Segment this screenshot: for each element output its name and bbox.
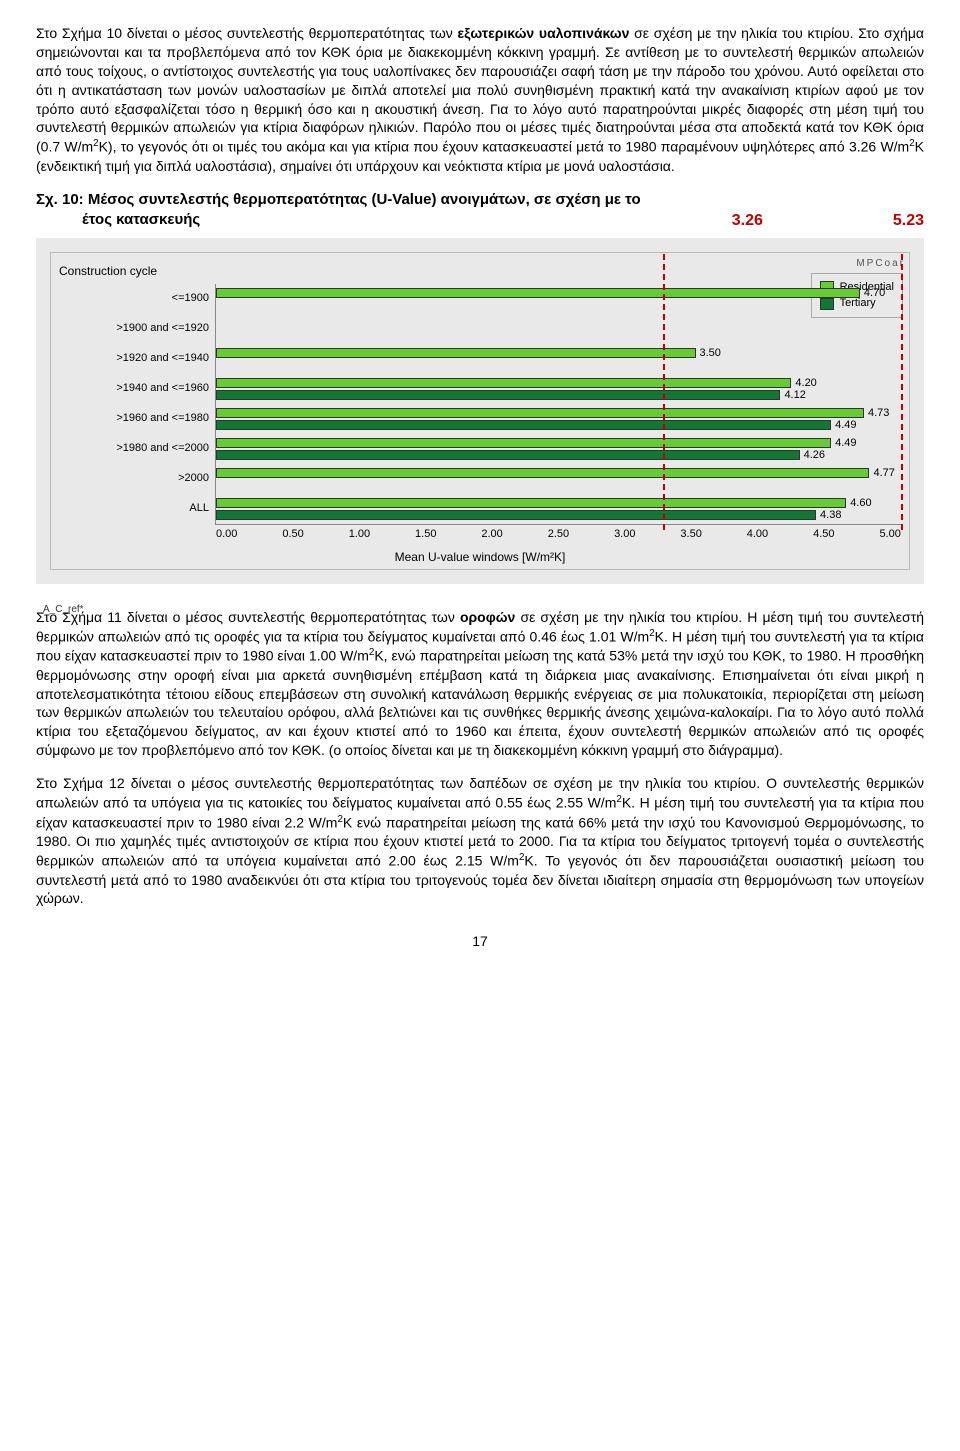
plot-area: 0.000.501.001.502.002.503.003.504.004.50… <box>215 284 901 525</box>
bar-row <box>216 314 901 344</box>
p2-e: K, ενώ παρατηρείται μείωση της κατά 53% … <box>36 648 924 758</box>
y-label: >1960 and <=1980 <box>59 404 209 434</box>
y-label: >1980 and <=2000 <box>59 434 209 464</box>
p2-bold: οροφών <box>460 609 515 625</box>
paragraph-3: Στο Σχήμα 12 δίνεται ο μέσος συντελεστής… <box>36 774 924 908</box>
bar-tertiary <box>216 510 816 520</box>
mpc-label: MPCoar <box>856 257 905 271</box>
x-axis: 0.00 0.50 1.00 1.50 2.00 2.50 3.00 3.50 4.00 4.50… <box>216 527 901 542</box>
chart-title-row: έτος κατασκευής 3.26 5.23 <box>36 210 924 232</box>
construction-cycle-label: Construction cycle <box>59 264 157 278</box>
bar-residential <box>216 348 696 358</box>
bar-row: 4.60 4.38 <box>216 494 901 524</box>
x-tick: 4.00 <box>747 527 768 542</box>
bar-row: 4.70 <box>216 284 901 314</box>
bar-row: 3.50 <box>216 344 901 374</box>
chart-annotation-1: 3.26 <box>732 210 763 232</box>
bar-tertiary <box>216 420 831 430</box>
x-tick: 5.00 <box>879 527 900 542</box>
x-tick: 0.50 <box>282 527 303 542</box>
x-tick: 3.00 <box>614 527 635 542</box>
chart-footnote: A_C_ref* <box>43 603 84 617</box>
x-tick: 0.00 <box>216 527 237 542</box>
value-label: 3.50 <box>700 346 721 361</box>
bar-residential <box>216 468 869 478</box>
x-tick: 2.50 <box>548 527 569 542</box>
value-label: 4.73 <box>868 406 889 421</box>
x-tick: 2.00 <box>481 527 502 542</box>
value-label: 4.60 <box>850 496 871 511</box>
chart-title-line2: έτος κατασκευής <box>36 210 200 232</box>
page-number: 17 <box>36 932 924 951</box>
bar-row: 4.49 4.26 <box>216 434 901 464</box>
bar-residential <box>216 498 846 508</box>
x-tick: 3.50 <box>680 527 701 542</box>
chart-body: <=1900>1900 and <=1920>1920 and <=1940>1… <box>59 284 901 525</box>
bar-row: 4.204.12 <box>216 374 901 404</box>
paragraph-1: Στο Σχήμα 10 δίνεται ο μέσος συντελεστής… <box>36 24 924 176</box>
chart-title-line1: Σχ. 10: Μέσος συντελεστής θερμοπερατότητ… <box>36 190 924 210</box>
bar-residential <box>216 408 864 418</box>
bar-tertiary <box>216 390 780 400</box>
reference-line <box>663 254 665 530</box>
y-label: <=1900 <box>59 284 209 314</box>
value-label: 4.77 <box>873 466 894 481</box>
p1-c: σε σχέση με την ηλικία του κτιρίου. Στο … <box>36 25 924 155</box>
value-label: 4.12 <box>784 388 805 403</box>
y-label: >2000 <box>59 464 209 494</box>
value-label: 4.38 <box>820 508 841 523</box>
p1-d: K), το γεγονός ότι οι τιμές του ακόμα κα… <box>99 139 910 155</box>
x-tick: 4.50 <box>813 527 834 542</box>
bar-row: 4.73 4.49 <box>216 404 901 434</box>
y-labels: <=1900>1900 and <=1920>1920 and <=1940>1… <box>59 284 215 525</box>
value-label: 4.70 <box>864 286 885 301</box>
value-label: 4.49 <box>835 436 856 451</box>
p1-a: Στο Σχήμα 10 δίνεται ο μέσος συντελεστής… <box>36 25 458 41</box>
bar-row: 4.77 <box>216 464 901 494</box>
bar-tertiary <box>216 450 800 460</box>
bar-residential <box>216 378 791 388</box>
p2-a: Στο Σχήμα 11 δίνεται ο μέσος συντελεστής… <box>36 609 460 625</box>
y-label: >1940 and <=1960 <box>59 374 209 404</box>
paragraph-2: Στο Σχήμα 11 δίνεται ο μέσος συντελεστής… <box>36 608 924 760</box>
value-label: 4.49 <box>835 418 856 433</box>
bar-residential <box>216 438 831 448</box>
value-label: 4.26 <box>804 448 825 463</box>
chart-container: Construction cycle MPCoar Residential Te… <box>36 238 924 584</box>
x-caption: Mean U-value windows [W/m²K] <box>59 549 901 565</box>
chart-annotation-2: 5.23 <box>893 210 924 232</box>
y-label: >1920 and <=1940 <box>59 344 209 374</box>
x-tick: 1.00 <box>349 527 370 542</box>
chart-inner: Construction cycle MPCoar Residential Te… <box>50 252 910 570</box>
p1-bold: εξωτερικών υαλοπινάκων <box>458 25 630 41</box>
bar-residential <box>216 288 860 298</box>
y-label: ALL <box>59 494 209 524</box>
y-label: >1900 and <=1920 <box>59 314 209 344</box>
reference-line <box>901 254 903 530</box>
x-tick: 1.50 <box>415 527 436 542</box>
